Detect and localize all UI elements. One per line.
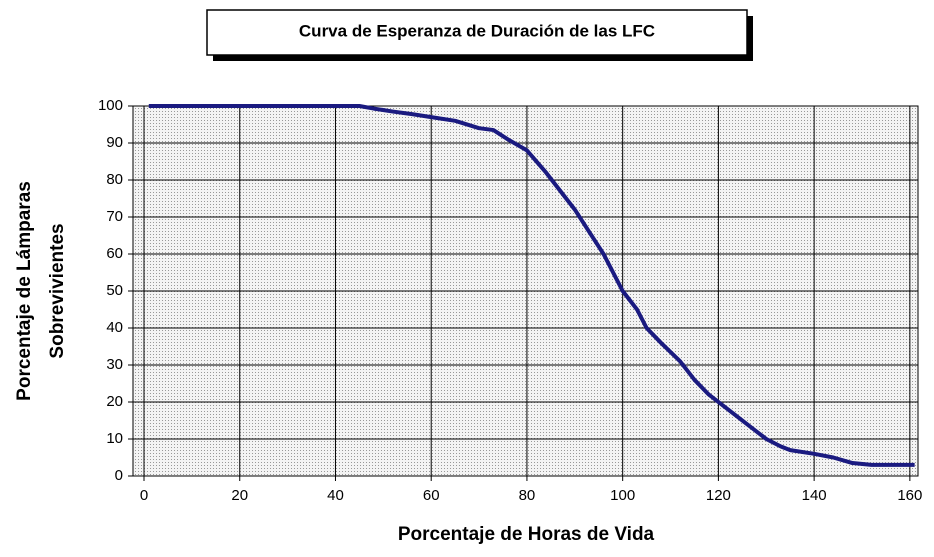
x-tick-label: 60 [423, 487, 440, 504]
x-tick-label: 120 [706, 487, 731, 504]
y-tick-label: 40 [106, 319, 123, 336]
y-tick-label: 50 [106, 282, 123, 299]
y-tick-label: 70 [106, 208, 123, 225]
x-tick-label: 20 [231, 487, 248, 504]
y-tick-label: 80 [106, 171, 123, 188]
y-tick-label: 30 [106, 356, 123, 373]
x-axis-label: Porcentaje de Horas de Vida [398, 524, 655, 545]
title-box [206, 9, 748, 56]
chart-title: Curva de Esperanza de Duración de las LF… [299, 21, 655, 40]
x-tick-label: 0 [140, 487, 148, 504]
x-tick-label: 100 [610, 487, 635, 504]
x-tick-label: 80 [519, 487, 536, 504]
x-tick-label: 40 [327, 487, 344, 504]
y-tick-label: 90 [106, 134, 123, 151]
y-tick-label: 100 [98, 97, 123, 114]
x-tick-label: 140 [802, 487, 827, 504]
x-tick-label: 160 [897, 487, 922, 504]
y-tick-label: 0 [115, 467, 123, 484]
line [148, 104, 915, 467]
y-axis-label: Porcentaje de Lámparas [14, 181, 35, 401]
y-tick-label: 10 [106, 430, 123, 447]
y-tick-label: 20 [106, 393, 123, 410]
y-axis-label: Sobrevivientes [47, 223, 68, 358]
y-tick-label: 60 [106, 245, 123, 262]
